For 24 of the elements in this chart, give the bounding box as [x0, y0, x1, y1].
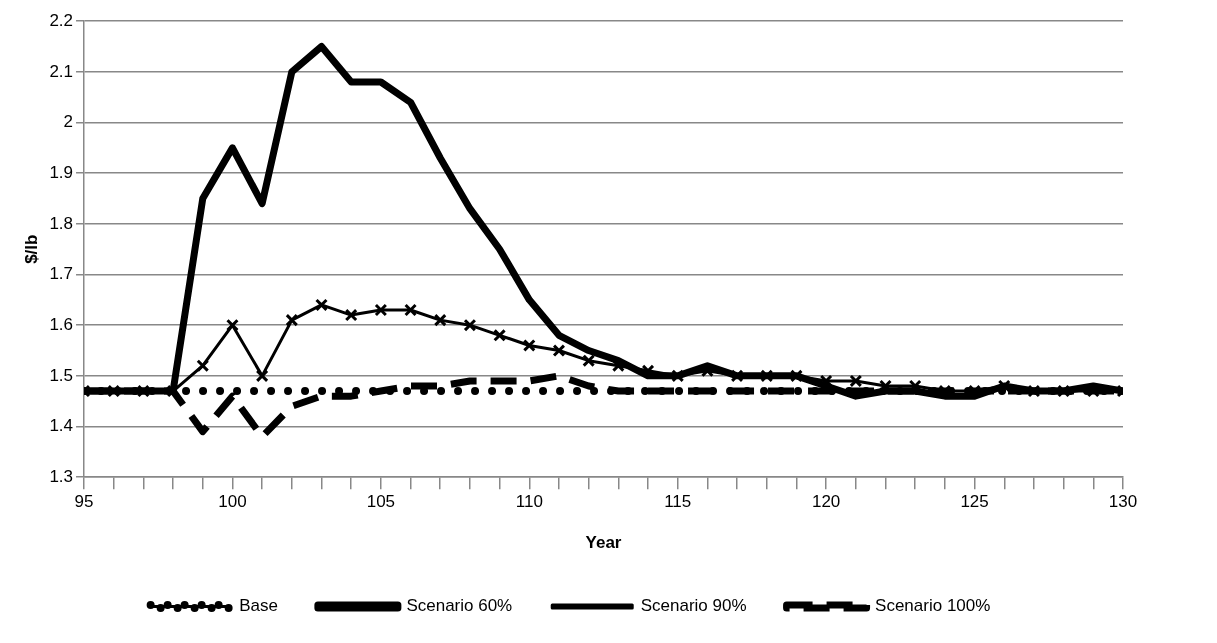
y-tick-label: 1.3	[49, 466, 74, 486]
y-tick-label: 1.5	[49, 365, 74, 385]
legend-label: Scenario 90%	[640, 596, 747, 616]
y-tick-label: 1.4	[49, 416, 74, 436]
y-tick-label: 2.2	[49, 10, 74, 30]
y-tick-label: 1.9	[49, 162, 74, 182]
x-tick-label: 100	[218, 492, 247, 512]
legend-label: Scenario 100%	[875, 596, 991, 616]
x-tick-label: 110	[515, 492, 543, 512]
x-axis-title: Year	[585, 533, 622, 553]
y-tick-label: 1.6	[49, 314, 74, 334]
x-tick-label: 120	[811, 492, 841, 512]
x-tick-label: 95	[74, 492, 94, 512]
y-axis-title: $/lb	[21, 234, 41, 264]
x-tick-label: 115	[664, 492, 692, 512]
y-tick-label: 2	[63, 112, 74, 132]
y-tick-label: 1.7	[49, 264, 74, 284]
legend-label: Base	[239, 596, 278, 616]
y-tick-label: 1.8	[49, 213, 74, 233]
x-tick-label: 105	[366, 492, 396, 512]
x-tick-label: 130	[1108, 492, 1138, 512]
legend-label: Scenario 60%	[406, 596, 513, 616]
x-tick-label: 125	[960, 492, 989, 512]
y-tick-label: 2.1	[49, 61, 74, 81]
